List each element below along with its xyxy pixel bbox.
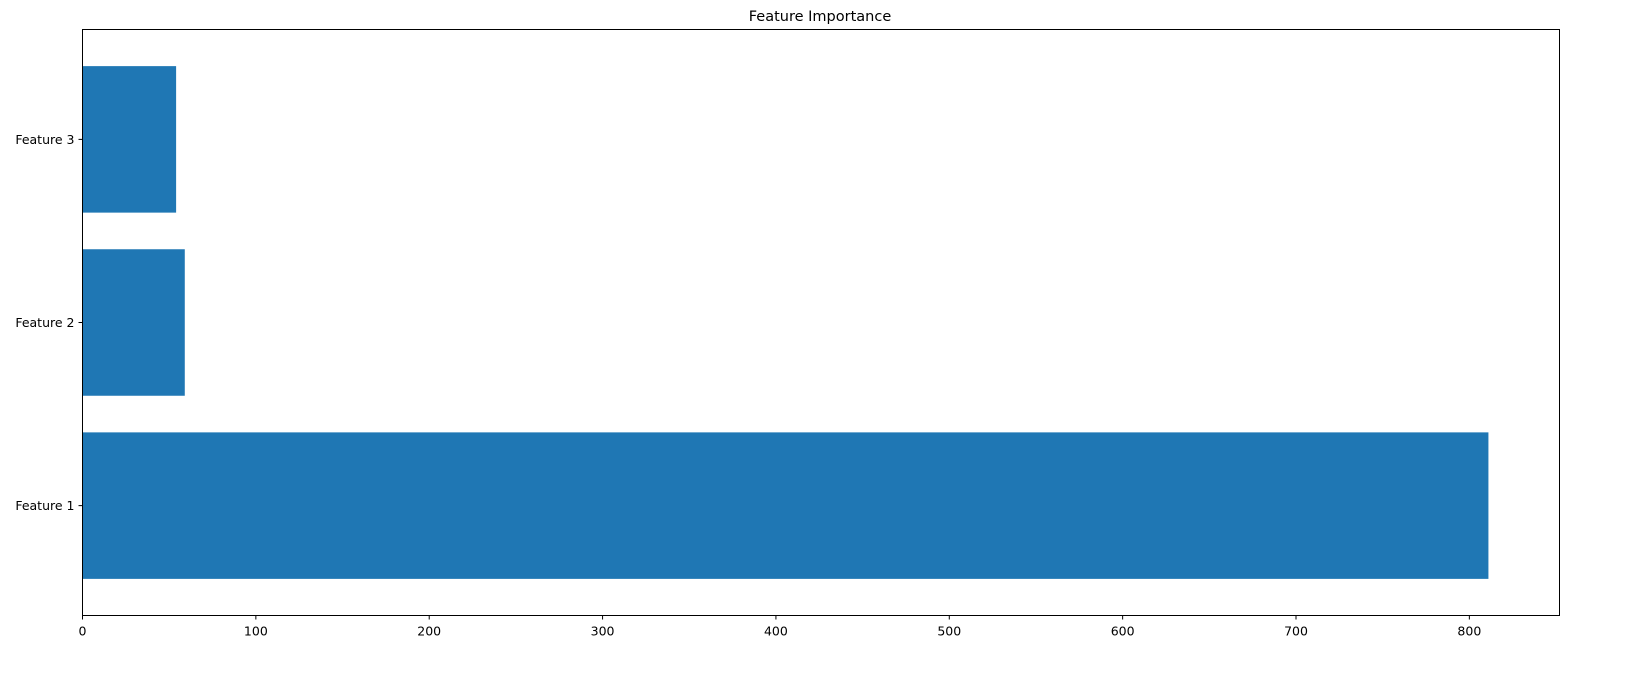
y-axis: Feature 1 Feature 2 Feature 3	[15, 132, 83, 513]
x-tick-label: 100	[244, 624, 268, 639]
x-tick-label: 200	[417, 624, 441, 639]
x-tick-label: 800	[1457, 624, 1481, 639]
x-tick-label: 600	[1111, 624, 1135, 639]
x-tick-label: 500	[937, 624, 961, 639]
bar-group	[82, 66, 1489, 579]
bar-feature-2	[82, 249, 185, 396]
x-tick-label: 700	[1284, 624, 1308, 639]
y-tick-label: Feature 1	[15, 498, 74, 513]
bar-feature-1	[82, 432, 1489, 579]
y-tick-label: Feature 2	[15, 315, 74, 330]
x-axis: 0 100 200 300 400 500 600 700 800	[79, 615, 1481, 639]
x-tick-label: 400	[764, 624, 788, 639]
chart-title: Feature Importance	[749, 9, 892, 25]
x-tick-label: 300	[591, 624, 615, 639]
bar-feature-3	[82, 66, 177, 213]
plot-frame	[82, 29, 1560, 616]
y-tick-label: Feature 3	[15, 132, 74, 147]
x-tick-label: 0	[79, 624, 87, 639]
